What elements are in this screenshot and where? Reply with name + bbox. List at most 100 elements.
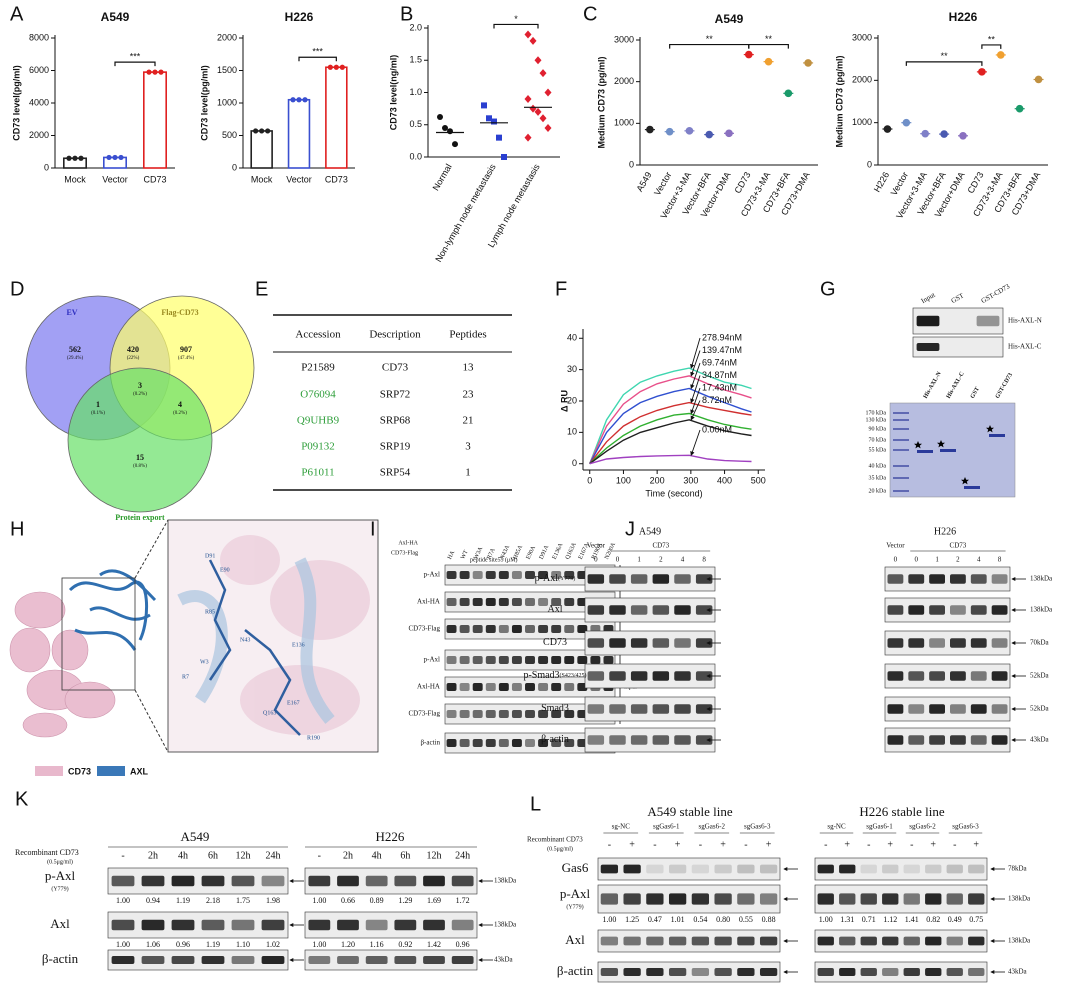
blot-band bbox=[674, 704, 691, 714]
significance-bracket bbox=[905, 61, 983, 66]
blot bbox=[304, 867, 478, 895]
blot-band bbox=[609, 704, 626, 714]
blot-band bbox=[538, 683, 549, 691]
blot-band bbox=[652, 574, 670, 584]
y-tick-label: 2000 bbox=[29, 130, 49, 140]
row-label: β-actin bbox=[557, 963, 594, 978]
blot-band bbox=[551, 683, 562, 691]
blot-band bbox=[674, 638, 691, 648]
blot bbox=[884, 696, 1011, 722]
x-tick-label: 500 bbox=[751, 475, 766, 485]
ladder-band bbox=[893, 465, 909, 467]
blot-band bbox=[860, 936, 877, 946]
row-label: Smad3 bbox=[541, 703, 569, 714]
significance-label: ** bbox=[765, 34, 773, 44]
size-label: 70kDa bbox=[1030, 639, 1050, 647]
row-label: p-Axl bbox=[45, 868, 76, 883]
blot-band bbox=[308, 956, 331, 964]
blot-band bbox=[968, 936, 985, 946]
blot-band bbox=[737, 893, 755, 905]
row-name: CD73 bbox=[543, 637, 567, 648]
marker-label: 40 kDa bbox=[869, 463, 887, 469]
replicate-dot bbox=[333, 64, 339, 70]
panel-letter: H bbox=[10, 518, 24, 540]
y-tick-label: 20 bbox=[567, 395, 577, 405]
significance-label: ** bbox=[706, 34, 714, 44]
blot-band bbox=[970, 605, 987, 615]
dot bbox=[804, 59, 812, 67]
point bbox=[524, 30, 532, 39]
dose-label: 4 bbox=[681, 556, 685, 564]
significance-label: *** bbox=[312, 47, 323, 57]
blot-band bbox=[929, 704, 945, 714]
point bbox=[481, 102, 487, 109]
venn-count: 420 bbox=[127, 345, 139, 354]
y-axis-label: Medium CD73 (pg/ml) bbox=[834, 55, 844, 147]
blot-band bbox=[623, 893, 641, 905]
dose-label: 1 bbox=[637, 556, 641, 564]
size-label: 138kDa bbox=[494, 877, 517, 885]
significance-label: * bbox=[514, 14, 518, 24]
dose-label: 2 bbox=[956, 556, 960, 564]
y-axis-label: CD73 level(ng/ml) bbox=[388, 55, 398, 131]
group-label: Vector bbox=[886, 542, 905, 550]
residue-label: D91 bbox=[205, 553, 215, 559]
quant-value: 0.96 bbox=[456, 940, 470, 949]
group-label: sgGas6-3 bbox=[952, 823, 979, 831]
point bbox=[442, 124, 448, 131]
y-tick-label: 2000 bbox=[852, 75, 872, 85]
table-cell: 23 bbox=[463, 389, 475, 401]
blot-band bbox=[141, 919, 165, 931]
blot-band bbox=[337, 875, 359, 887]
blot-band bbox=[695, 735, 713, 745]
y-tick-label: 1000 bbox=[614, 118, 634, 128]
dot bbox=[646, 125, 654, 134]
blot-band bbox=[365, 875, 388, 887]
group-label: sgGas6-1 bbox=[653, 823, 680, 831]
star bbox=[937, 440, 945, 448]
blot-band bbox=[590, 656, 601, 664]
point bbox=[486, 115, 492, 122]
blot-band bbox=[472, 683, 483, 691]
blot-band bbox=[929, 605, 945, 615]
quant-value: 0.80 bbox=[716, 915, 730, 924]
blot-band bbox=[472, 571, 483, 579]
line-series bbox=[589, 401, 752, 465]
blot-band bbox=[691, 864, 710, 874]
bar bbox=[143, 71, 168, 169]
dose-label: 2 bbox=[659, 556, 663, 564]
dot bbox=[921, 129, 930, 138]
row-label: Axl-HA bbox=[417, 683, 440, 691]
table-cell: 13 bbox=[463, 362, 475, 374]
x-tick-label: Vector bbox=[286, 174, 312, 184]
blot bbox=[912, 336, 1004, 358]
ladder-band bbox=[893, 428, 909, 430]
blot-band bbox=[551, 598, 562, 606]
residue-label: E136 bbox=[292, 642, 305, 648]
blot-band bbox=[459, 571, 470, 579]
blot-band bbox=[498, 739, 509, 747]
point bbox=[491, 118, 497, 125]
marker-label: 20 kDa bbox=[869, 488, 887, 494]
venn-percent: (22%) bbox=[127, 356, 140, 361]
lane-label: D91A bbox=[539, 544, 551, 560]
quant-value: 1.01 bbox=[671, 915, 685, 924]
blot-band bbox=[485, 625, 496, 633]
blot-band bbox=[538, 710, 549, 718]
label-arrow bbox=[690, 429, 701, 456]
blot-band bbox=[511, 598, 522, 606]
bar bbox=[287, 98, 311, 169]
blot-band bbox=[171, 956, 195, 964]
blot-band bbox=[623, 936, 641, 946]
blot-band bbox=[485, 739, 496, 747]
dot bbox=[996, 51, 1005, 59]
blot bbox=[584, 566, 716, 592]
blot-band bbox=[511, 739, 522, 747]
sign-label: - bbox=[699, 839, 702, 850]
replicate-dot bbox=[112, 154, 118, 161]
quant-value: 1.42 bbox=[427, 940, 441, 949]
table-cell: SRP54 bbox=[380, 467, 411, 479]
size-label: 78kDa bbox=[1008, 865, 1028, 873]
row-label: Axl bbox=[50, 916, 70, 931]
ladder-band bbox=[893, 439, 909, 441]
